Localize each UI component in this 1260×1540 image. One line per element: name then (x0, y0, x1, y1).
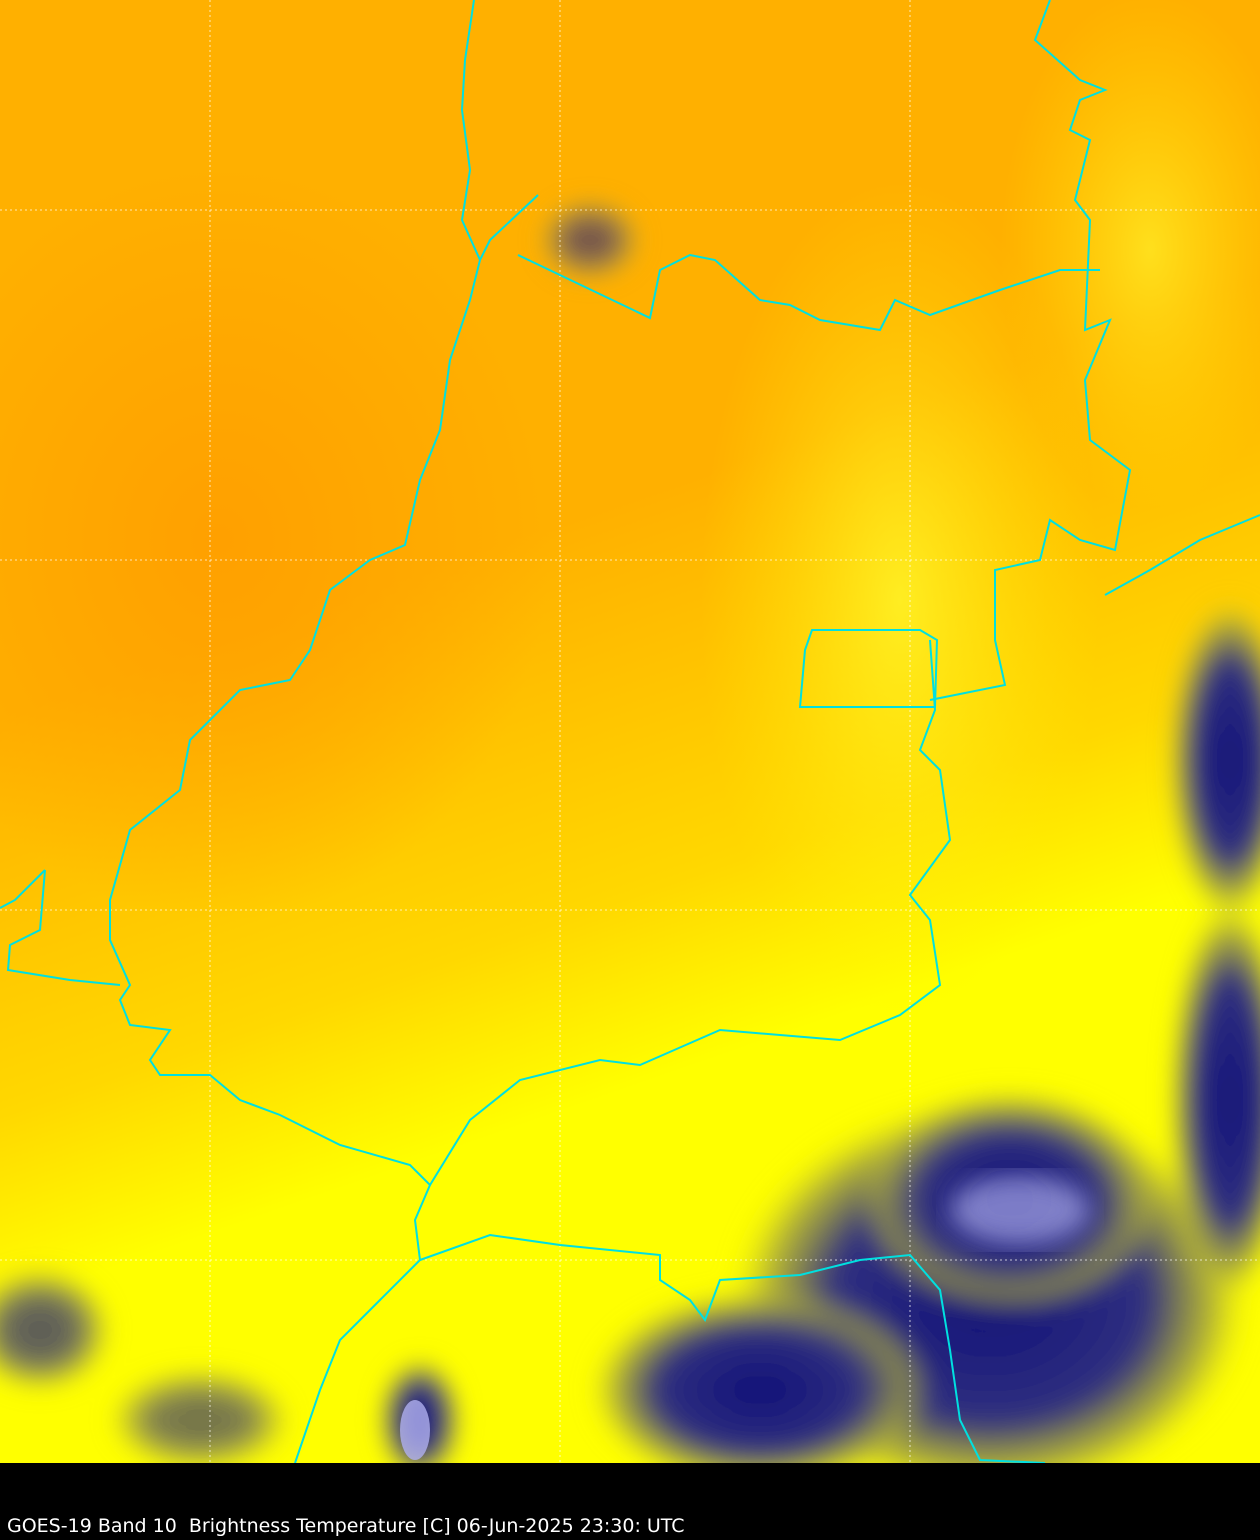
cool-region-east (700, 180, 1100, 1020)
cold-cloud-tops (0, 200, 1260, 1463)
coldest-cloud-top (950, 1175, 1090, 1245)
boundaries (0, 0, 1260, 1463)
graticule (0, 0, 1260, 1463)
image-caption: GOES-19 Band 10 Brightness Temperature [… (7, 1515, 685, 1537)
cool-region-ne (1000, 0, 1260, 510)
warm-region (0, 160, 550, 920)
satellite-map (0, 0, 1260, 1463)
coldest-cloud-top (400, 1400, 430, 1460)
